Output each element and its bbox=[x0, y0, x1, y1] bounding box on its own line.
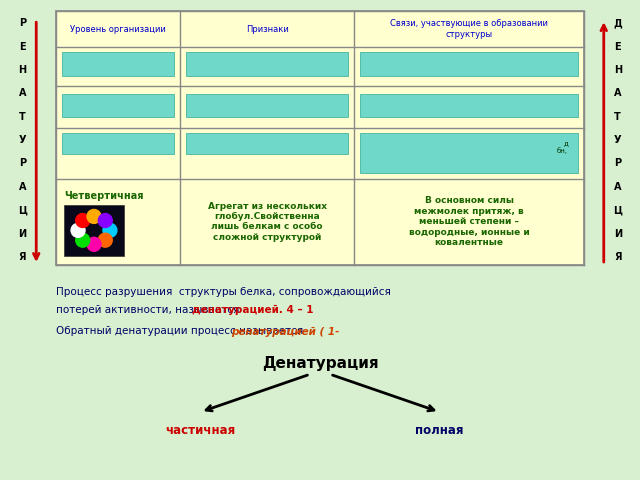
Text: Р: Р bbox=[614, 158, 621, 168]
Text: частичная: частичная bbox=[165, 424, 236, 437]
Circle shape bbox=[103, 223, 117, 237]
Text: ренатурацией ( 1-: ренатурацией ( 1- bbox=[232, 326, 340, 336]
Bar bbox=[56, 12, 584, 265]
Bar bbox=[186, 94, 348, 117]
Text: А: А bbox=[19, 88, 26, 98]
Text: Р: Р bbox=[19, 18, 26, 28]
Text: А: А bbox=[614, 88, 621, 98]
Text: Н: Н bbox=[614, 65, 622, 75]
Text: Денатурация: Денатурация bbox=[262, 356, 378, 372]
Circle shape bbox=[76, 233, 90, 247]
Text: Четвертичная: Четвертичная bbox=[64, 191, 143, 201]
Text: Д: Д bbox=[613, 18, 622, 28]
Text: д
бн,: д бн, bbox=[557, 140, 568, 154]
Text: Е: Е bbox=[19, 42, 26, 52]
Bar bbox=[360, 51, 578, 76]
Text: Ц: Ц bbox=[18, 205, 27, 215]
Text: Агрегат из нескольких
глобул.Свойственна
лишь белкам с особо
сложной структурой: Агрегат из нескольких глобул.Свойственна… bbox=[208, 202, 327, 242]
Text: Е: Е bbox=[614, 42, 621, 52]
Bar bbox=[360, 94, 578, 117]
Text: Связи, участвующие в образовании
структуры: Связи, участвующие в образовании структу… bbox=[390, 19, 548, 39]
Circle shape bbox=[99, 233, 112, 247]
Bar bbox=[186, 51, 348, 76]
Text: Т: Т bbox=[19, 112, 26, 122]
Text: денатурацией. 4 – 1: денатурацией. 4 – 1 bbox=[192, 305, 314, 315]
Text: У: У bbox=[19, 135, 26, 145]
Circle shape bbox=[71, 223, 85, 237]
Text: полная: полная bbox=[415, 424, 464, 437]
Text: Н: Н bbox=[18, 65, 26, 75]
Text: У: У bbox=[614, 135, 621, 145]
Text: В основном силы
межмолек притяж, в
меньшей степени –
водородные, ионные и
ковале: В основном силы межмолек притяж, в меньш… bbox=[409, 196, 529, 247]
Text: Уровень организации: Уровень организации bbox=[70, 24, 166, 34]
Bar bbox=[62, 133, 174, 154]
Text: Процесс разрушения  структуры белка, сопровождающийся: Процесс разрушения структуры белка, сопр… bbox=[56, 287, 391, 297]
Circle shape bbox=[87, 237, 101, 251]
Bar bbox=[62, 51, 174, 76]
Bar bbox=[186, 133, 348, 154]
Text: Р: Р bbox=[19, 158, 26, 168]
Bar bbox=[64, 204, 124, 256]
Text: Признаки: Признаки bbox=[246, 24, 289, 34]
Text: потерей активности, называется: потерей активности, называется bbox=[56, 305, 243, 314]
Text: А: А bbox=[19, 182, 26, 192]
Bar bbox=[62, 94, 174, 117]
Text: Я: Я bbox=[19, 252, 26, 262]
Circle shape bbox=[99, 214, 112, 228]
Text: Т: Т bbox=[614, 112, 621, 122]
Text: А: А bbox=[614, 182, 621, 192]
Bar bbox=[360, 133, 578, 173]
Text: Я: Я bbox=[614, 252, 621, 262]
Text: И: И bbox=[18, 228, 26, 239]
Text: Ц: Ц bbox=[613, 205, 622, 215]
Text: И: И bbox=[614, 228, 622, 239]
Circle shape bbox=[87, 209, 101, 223]
Text: Обратный денатурации процесс называется: Обратный денатурации процесс называется bbox=[56, 326, 307, 336]
Circle shape bbox=[76, 214, 90, 228]
